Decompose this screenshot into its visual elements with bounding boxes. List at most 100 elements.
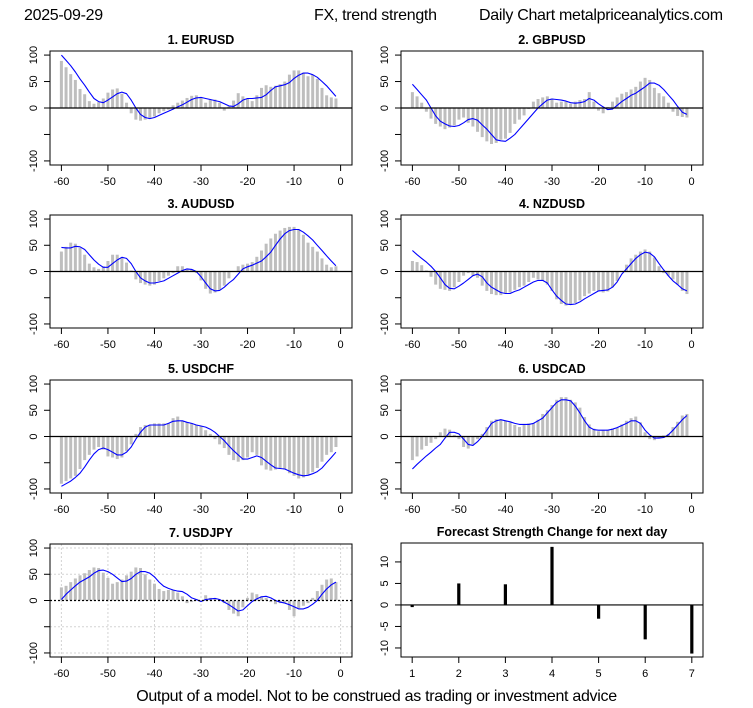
x-tick-label: -40	[147, 504, 163, 516]
trend-line	[61, 420, 337, 487]
x-tick-label: -20	[591, 176, 607, 188]
y-tick-label: 10	[379, 556, 391, 568]
x-tick-label: -60	[53, 339, 69, 351]
x-axis: -60 -50 -40 -30 -20 -10 0	[53, 328, 344, 351]
trend-line	[411, 82, 688, 142]
x-axis: 1 2 3 4 5 6 7	[409, 657, 695, 680]
y-axis: -100 0 50 100	[379, 46, 401, 172]
x-tick-label: -50	[451, 504, 467, 516]
y-tick-label: 0	[28, 597, 40, 603]
panel-title: 7. USDJPY	[169, 526, 234, 540]
x-tick-label: 0	[689, 176, 695, 188]
x-tick-label: -30	[544, 504, 560, 516]
y-tick-label: -10	[379, 640, 391, 656]
y-tick-label: 0	[379, 602, 391, 608]
x-tick-label: 0	[689, 504, 695, 516]
x-tick-label: -10	[286, 176, 302, 188]
y-tick-label: 50	[28, 568, 40, 580]
x-tick-label: -40	[147, 339, 163, 351]
y-tick-label: -100	[379, 150, 391, 172]
y-tick-label: 100	[379, 46, 391, 64]
x-tick-label: -40	[147, 668, 163, 680]
y-tick-label: 100	[28, 46, 40, 64]
trend-line	[61, 228, 337, 292]
x-tick-label: -30	[193, 668, 209, 680]
panel-title: 5. USDCHF	[168, 362, 234, 376]
y-tick-label: 50	[28, 75, 40, 87]
y-tick-label: 100	[28, 539, 40, 557]
y-tick-label: -100	[28, 478, 40, 500]
x-tick-label: -30	[193, 176, 209, 188]
y-tick-label: 0	[28, 268, 40, 274]
x-tick-label: 1	[409, 668, 415, 680]
y-tick-label: -100	[28, 150, 40, 172]
x-tick-label: -10	[286, 504, 302, 516]
x-tick-label: -50	[100, 176, 116, 188]
x-tick-label: -10	[637, 339, 653, 351]
x-tick-label: -50	[100, 339, 116, 351]
y-tick-label: 50	[379, 239, 391, 251]
x-tick-label: -30	[544, 176, 560, 188]
y-tick-label: 100	[28, 210, 40, 228]
x-tick-label: 0	[338, 504, 344, 516]
y-tick-label: -100	[28, 313, 40, 335]
x-tick-label: -50	[451, 339, 467, 351]
disclaimer-footer: Output of a model. Not to be construed a…	[136, 688, 617, 705]
x-tick-label: -50	[100, 668, 116, 680]
x-tick-label: -40	[498, 339, 514, 351]
x-axis: -60 -50 -40 -30 -20 -10 0	[53, 493, 344, 516]
y-axis: -100 0 50 100	[28, 375, 50, 500]
x-tick-label: 0	[338, 339, 344, 351]
y-tick-label: 5	[379, 580, 391, 586]
panel-title: Forecast Strength Change for next day	[437, 525, 668, 539]
y-tick-label: 0	[379, 433, 391, 439]
panel-title: 4. NZDUSD	[519, 197, 585, 211]
panel-title: 3. AUDUSD	[168, 197, 235, 211]
y-axis: -100 0 50 100	[379, 375, 401, 500]
x-tick-label: -10	[637, 176, 653, 188]
x-tick-label: 4	[549, 668, 555, 680]
x-tick-label: 0	[338, 668, 344, 680]
x-tick-label: -40	[498, 176, 514, 188]
trend-line	[412, 250, 688, 306]
x-axis: -60 -50 -40 -30 -20 -10 0	[404, 328, 695, 351]
x-tick-label: -20	[240, 339, 256, 351]
x-tick-label: 0	[689, 339, 695, 351]
y-axis: -10 -5 0 5 10	[379, 556, 401, 656]
y-tick-label: 50	[379, 75, 391, 87]
trend-line	[60, 54, 337, 120]
x-axis: -60 -50 -40 -30 -20 -10 0	[53, 657, 344, 680]
x-tick-label: -60	[53, 176, 69, 188]
x-tick-label: 5	[596, 668, 602, 680]
x-tick-label: -30	[193, 504, 209, 516]
x-tick-label: -30	[193, 339, 209, 351]
x-tick-label: -60	[404, 176, 420, 188]
x-tick-label: 0	[338, 176, 344, 188]
x-tick-label: -20	[240, 504, 256, 516]
y-tick-label: 50	[28, 239, 40, 251]
x-tick-label: 6	[642, 668, 648, 680]
x-tick-label: -10	[286, 339, 302, 351]
y-tick-label: 100	[379, 210, 391, 228]
x-tick-label: -30	[544, 339, 560, 351]
y-tick-label: 50	[28, 404, 40, 416]
x-tick-label: -60	[53, 668, 69, 680]
y-axis: -100 0 50 100	[379, 210, 401, 335]
y-tick-label: 0	[379, 268, 391, 274]
x-tick-label: -10	[286, 668, 302, 680]
y-tick-label: 100	[379, 375, 391, 393]
y-tick-label: -5	[379, 622, 391, 632]
y-tick-label: -100	[379, 478, 391, 500]
x-axis: -60 -50 -40 -30 -20 -10 0	[404, 493, 695, 516]
x-tick-label: -60	[404, 339, 420, 351]
panel-title: 6. USDCAD	[518, 362, 585, 376]
x-tick-label: 3	[502, 668, 508, 680]
panel-8: Forecast Strength Change for next day 1 2 3…	[379, 525, 704, 680]
